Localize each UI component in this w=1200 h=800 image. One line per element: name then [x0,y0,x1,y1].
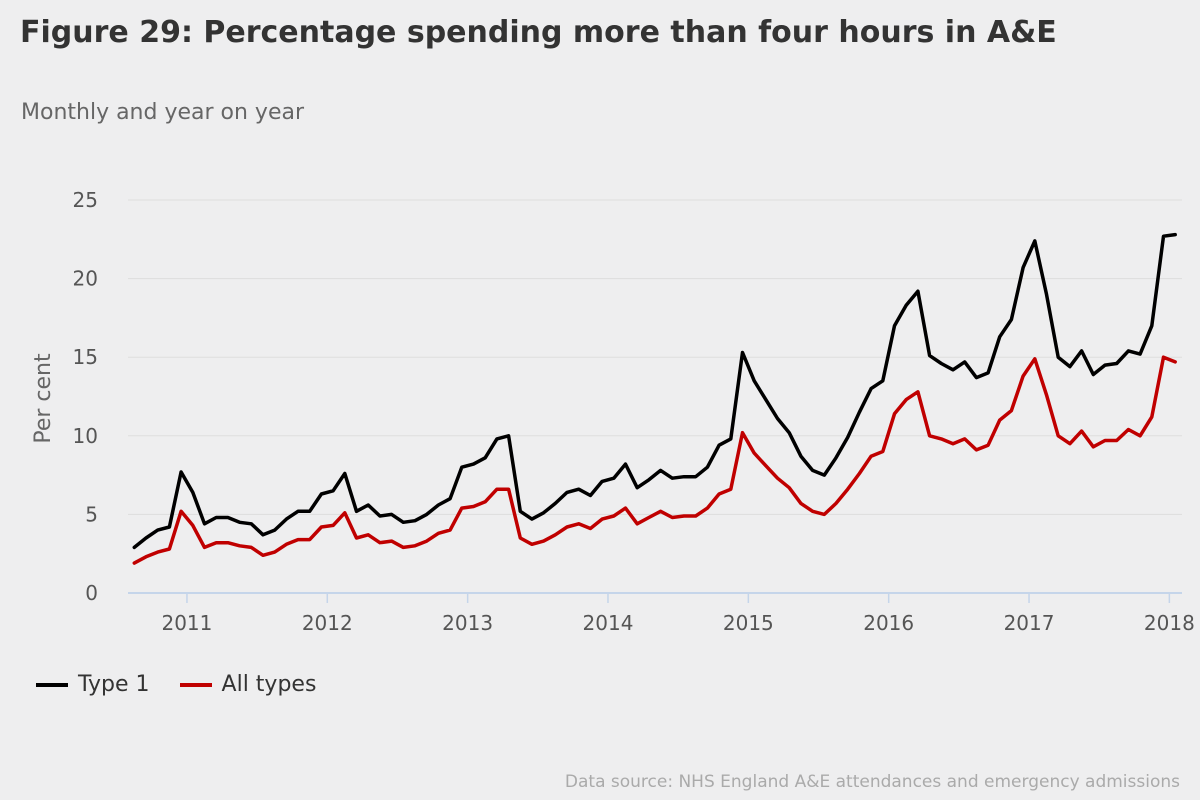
legend-item-type-1[interactable]: Type 1 [36,672,150,697]
y-tick-label: 10 [73,424,98,448]
y-tick-label: 15 [73,345,98,369]
y-tick-label: 25 [73,188,98,212]
x-tick-label: 2011 [161,611,212,635]
x-tick-label: 2013 [442,611,493,635]
x-tick-label: 2018 [1144,611,1195,635]
x-tick-label: 2016 [863,611,914,635]
y-axis-label: Per cent [31,353,56,444]
data-source-note: Data source: NHS England A&E attendances… [564,772,1180,792]
y-tick-label: 0 [85,581,98,605]
x-tick-label: 2017 [1004,611,1055,635]
y-tick-label: 5 [85,502,98,526]
chart-title: Figure 29: Percentage spending more than… [20,15,1057,50]
chart-subtitle: Monthly and year on year [21,100,305,125]
series-lines [132,232,1177,565]
x-tick-label: 2014 [583,611,634,635]
legend-label-all-types: All types [221,672,317,697]
legend-swatch-all-types [179,682,212,687]
y-axis-ticks: 0 5 10 15 20 25 [73,188,98,605]
series-line-type-1 [132,232,1177,550]
series-line-all-types [132,355,1177,565]
x-tick-label: 2015 [723,611,774,635]
legend: Type 1 All types [36,672,346,697]
x-tick-label: 2012 [302,611,353,635]
legend-item-all-types[interactable]: All types [179,672,317,697]
gridlines [128,199,1182,515]
legend-swatch-type-1 [36,682,68,687]
x-axis-ticks: 2011 2012 2013 2014 2015 2016 2017 2018 [161,593,1195,635]
y-tick-label: 20 [73,267,98,291]
legend-label-type-1: Type 1 [78,672,150,697]
